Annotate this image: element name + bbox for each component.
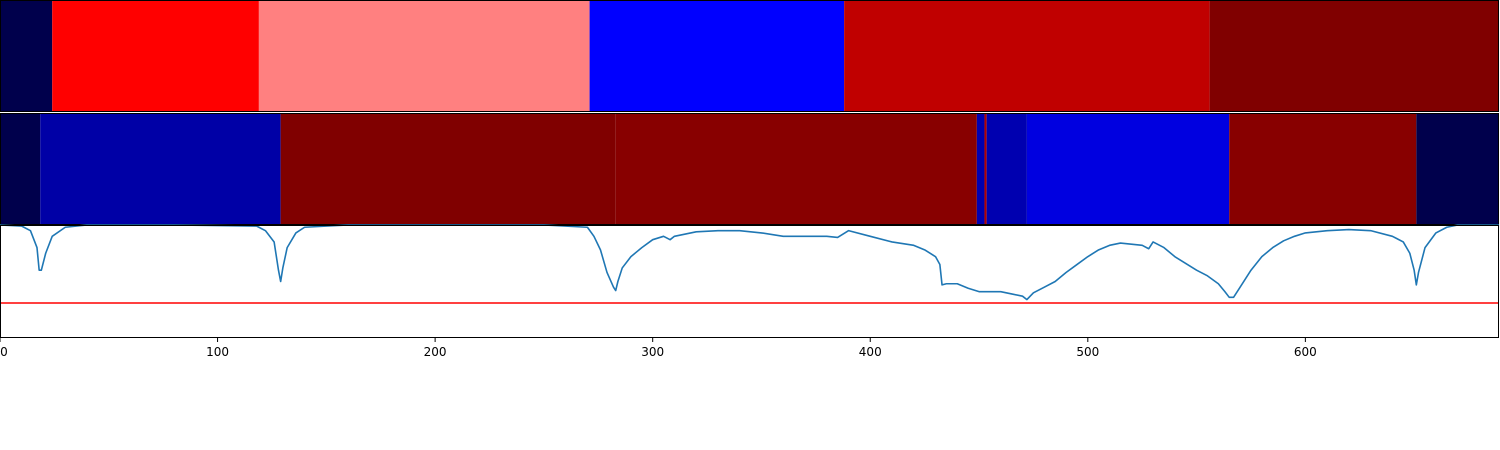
- bottom-plot-frame: [0, 225, 1499, 338]
- middle-band-segment-6: [986, 113, 1027, 225]
- middle-band-segment-5: [984, 113, 987, 225]
- x-tick-label-6: 600: [1294, 345, 1317, 359]
- x-axis: 0 100 200 300 400 500 600: [0, 338, 1317, 359]
- middle-band-segment-4: [976, 113, 985, 225]
- top-band-segment-5: [1209, 0, 1499, 112]
- x-tick-label-0: 0: [0, 345, 8, 359]
- x-tick-label-3: 300: [641, 345, 664, 359]
- top-band-heatmap: [0, 0, 1499, 112]
- x-tick-label-5: 500: [1076, 345, 1099, 359]
- x-tick-label-1: 100: [206, 345, 229, 359]
- middle-band-segment-0: [0, 113, 41, 225]
- top-band-segment-1: [52, 0, 259, 112]
- middle-band-segment-1: [40, 113, 281, 225]
- middle-band-segment-2: [280, 113, 616, 225]
- middle-band-segment-3: [615, 113, 977, 225]
- top-band-segment-4: [844, 0, 1210, 112]
- top-band-segment-2: [258, 0, 590, 112]
- x-tick-label-2: 200: [424, 345, 447, 359]
- middle-band-frame: [0, 113, 1499, 225]
- x-tick-label-4: 400: [859, 345, 882, 359]
- bottom-line-plot: [0, 224, 1499, 338]
- top-band-frame: [0, 0, 1499, 112]
- middle-band-heatmap: [0, 113, 1499, 225]
- series-line-0: [0, 224, 1499, 301]
- middle-band-segment-8: [1229, 113, 1417, 225]
- middle-band-segment-7: [1026, 113, 1230, 225]
- top-band-segment-0: [0, 0, 53, 112]
- middle-band-segment-9: [1416, 113, 1499, 225]
- top-band-segment-3: [589, 0, 845, 112]
